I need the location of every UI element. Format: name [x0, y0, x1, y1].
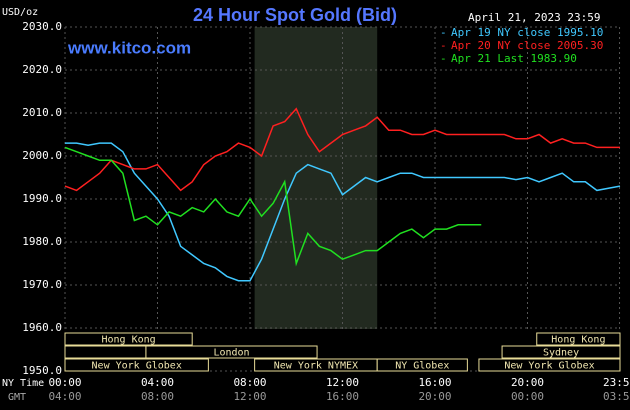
- session-label: Hong Kong: [102, 335, 156, 346]
- session-label: London: [213, 348, 249, 359]
- y-unit: USD/oz: [2, 7, 38, 18]
- watermark: www.kitco.com: [67, 38, 191, 57]
- x-tick-label: 08:00: [233, 376, 266, 389]
- session-bar: [145, 345, 318, 359]
- session-bar: [478, 358, 621, 372]
- y-tick-label: 1990.0: [22, 192, 62, 205]
- x2-tick-label: 08:00: [141, 390, 174, 403]
- y-tick-label: 2020.0: [22, 63, 62, 76]
- session-bar: [64, 345, 147, 359]
- line-series: [64, 107, 620, 192]
- session-bar: [64, 358, 209, 372]
- legend-label: Apr 21 Last 1983.90: [451, 52, 577, 65]
- x-axis-label: NY Time: [2, 378, 44, 389]
- session-label: New York Globex: [92, 361, 182, 372]
- session-label: Sydney: [543, 348, 579, 359]
- y-tick-label: 2030.0: [22, 20, 62, 33]
- y-tick-label: 2000.0: [22, 149, 62, 162]
- legend-label: Apr 20 NY close 2005.30: [451, 39, 603, 52]
- session-label: New York Globex: [504, 361, 594, 372]
- date-label: April 21, 2023 23:59: [468, 11, 600, 24]
- line-series: [64, 146, 482, 267]
- session-label: NY Globex: [395, 361, 449, 372]
- legend-marker: -: [440, 26, 447, 39]
- y-tick-label: 1980.0: [22, 235, 62, 248]
- x2-tick-label: 12:00: [233, 390, 266, 403]
- session-bar: [64, 332, 193, 346]
- x-tick-label: 20:00: [511, 376, 544, 389]
- x2-axis-label: GMT: [8, 392, 26, 403]
- session-bar: [376, 358, 468, 372]
- chart-title: 24 Hour Spot Gold (Bid): [193, 5, 397, 25]
- y-tick-label: 1960.0: [22, 321, 62, 334]
- session-bar: [501, 345, 621, 359]
- x-tick-label: 04:00: [141, 376, 174, 389]
- y-tick-label: 1950.0: [22, 364, 62, 377]
- session-shade: [254, 27, 378, 329]
- x2-tick-label: 20:00: [418, 390, 451, 403]
- y-tick-label: 1970.0: [22, 278, 62, 291]
- x2-tick-label: 03:59: [603, 390, 630, 403]
- x-tick-label: 12:00: [326, 376, 359, 389]
- x2-tick-label: 00:00: [511, 390, 544, 403]
- x2-tick-label: 04:00: [48, 390, 81, 403]
- x-tick-label: 23:59: [603, 376, 630, 389]
- x2-tick-label: 16:00: [326, 390, 359, 403]
- line-series: [65, 142, 621, 282]
- legend-marker: -: [440, 52, 447, 65]
- session-bar: [536, 332, 621, 346]
- session-label: Hong Kong: [551, 335, 605, 346]
- y-tick-label: 2010.0: [22, 106, 62, 119]
- x-tick-label: 16:00: [418, 376, 451, 389]
- legend-label: Apr 19 NY close 1995.10: [451, 26, 603, 39]
- session-label: New York NYMEX: [274, 361, 358, 372]
- x-tick-label: 00:00: [48, 376, 81, 389]
- legend-marker: -: [440, 39, 447, 52]
